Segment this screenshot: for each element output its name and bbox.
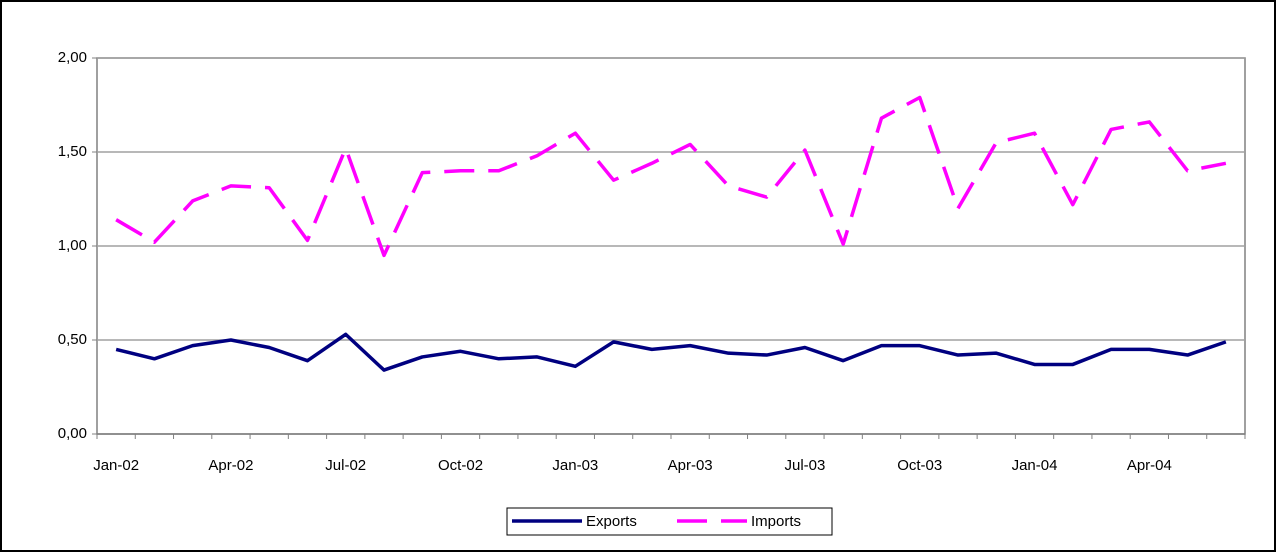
x-tick-label: Jul-03 [785,457,826,474]
legend-label: Exports [586,513,637,530]
x-tick-label: Oct-02 [438,457,483,474]
y-tick-label: 0,00 [58,425,87,442]
x-tick-label: Jan-04 [1012,457,1058,474]
x-tick-label: Apr-03 [668,457,713,474]
legend-label: Imports [751,513,801,530]
x-tick-label: Apr-02 [208,457,253,474]
series-line [115,332,1227,372]
x-tick-label: Jan-02 [93,457,139,474]
y-tick-label: 1,50 [58,143,87,160]
x-tick-label: Oct-03 [897,457,942,474]
x-tick-label: Jan-03 [552,457,598,474]
y-tick-label: 2,00 [58,49,87,66]
y-tick-label: 1,00 [58,237,87,254]
y-tick-label: 0,50 [58,331,87,348]
x-tick-label: Apr-04 [1127,457,1172,474]
series-line [115,95,1227,258]
x-tick-label: Jul-02 [325,457,366,474]
